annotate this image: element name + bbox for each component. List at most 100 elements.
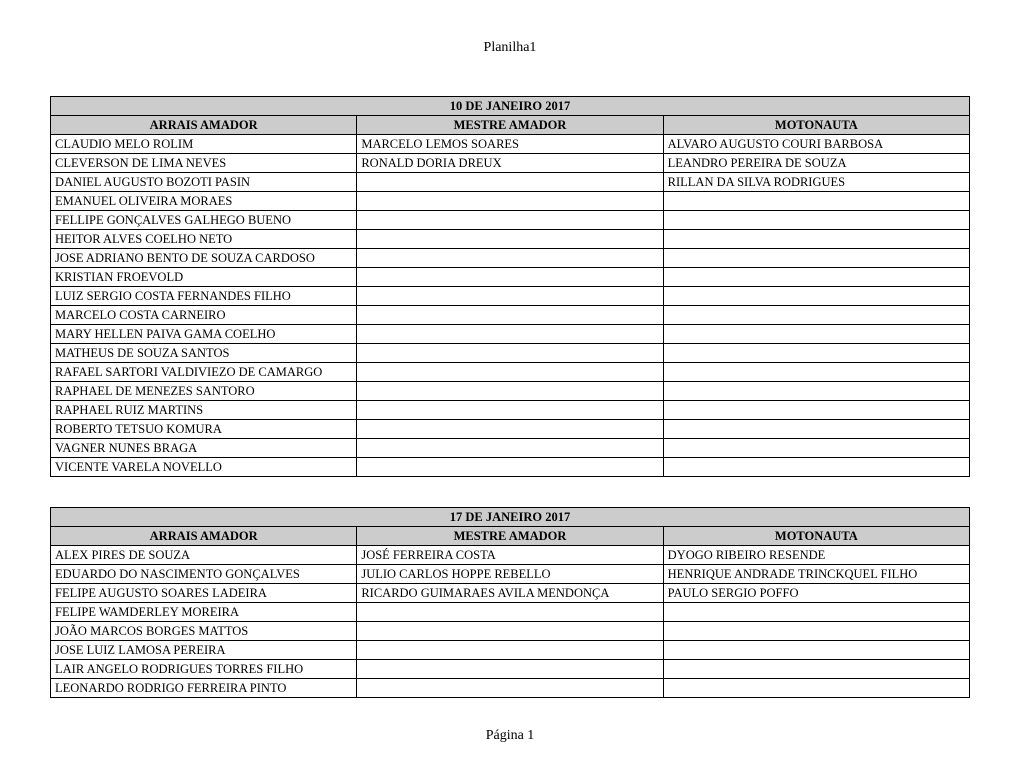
table-cell — [357, 439, 663, 458]
table-row: MARY HELLEN PAIVA GAMA COELHO — [51, 325, 970, 344]
table-row: EDUARDO DO NASCIMENTO GONÇALVESJULIO CAR… — [51, 565, 970, 584]
table-cell: RAPHAEL RUIZ MARTINS — [51, 401, 357, 420]
table-cell — [663, 192, 969, 211]
table-cell — [357, 287, 663, 306]
table-cell — [357, 420, 663, 439]
table-cell: MARCELO COSTA CARNEIRO — [51, 306, 357, 325]
table-row: DANIEL AUGUSTO BOZOTI PASINRILLAN DA SIL… — [51, 173, 970, 192]
table-cell — [663, 344, 969, 363]
table-cell — [663, 363, 969, 382]
table-row: JOSE LUIZ LAMOSA PEREIRA — [51, 641, 970, 660]
table-row: MATHEUS DE SOUZA SANTOS — [51, 344, 970, 363]
table-cell — [663, 230, 969, 249]
table-cell — [663, 603, 969, 622]
table-row: CLAUDIO MELO ROLIMMARCELO LEMOS SOARESAL… — [51, 135, 970, 154]
table-row: VICENTE VARELA NOVELLO — [51, 458, 970, 477]
table-cell: JULIO CARLOS HOPPE REBELLO — [357, 565, 663, 584]
table-cell: ALEX PIRES DE SOUZA — [51, 546, 357, 565]
table-cell — [357, 344, 663, 363]
column-header: MOTONAUTA — [663, 527, 969, 546]
table-cell: DYOGO RIBEIRO RESENDE — [663, 546, 969, 565]
table-date-header: 17 DE JANEIRO 2017 — [51, 508, 970, 527]
page-footer: Página 1 — [50, 728, 970, 744]
column-header: MESTRE AMADOR — [357, 116, 663, 135]
table-cell — [663, 679, 969, 698]
table-cell: PAULO SERGIO POFFO — [663, 584, 969, 603]
table-row: FELIPE AUGUSTO SOARES LADEIRARICARDO GUI… — [51, 584, 970, 603]
table-row: EMANUEL OLIVEIRA MORAES — [51, 192, 970, 211]
table-cell: EMANUEL OLIVEIRA MORAES — [51, 192, 357, 211]
table-cell — [663, 287, 969, 306]
table-cell: FELLIPE GONÇALVES GALHEGO BUENO — [51, 211, 357, 230]
table-cell — [663, 641, 969, 660]
table-cell: MATHEUS DE SOUZA SANTOS — [51, 344, 357, 363]
table-cell: CLEVERSON DE LIMA NEVES — [51, 154, 357, 173]
column-header: ARRAIS AMADOR — [51, 116, 357, 135]
table-cell: HEITOR ALVES COELHO NETO — [51, 230, 357, 249]
table-date-header: 10 DE JANEIRO 2017 — [51, 97, 970, 116]
table-row: ALEX PIRES DE SOUZAJOSÉ FERREIRA COSTADY… — [51, 546, 970, 565]
table-cell — [357, 641, 663, 660]
table-row: FELLIPE GONÇALVES GALHEGO BUENO — [51, 211, 970, 230]
table-cell: ALVARO AUGUSTO COURI BARBOSA — [663, 135, 969, 154]
table-row: ROBERTO TETSUO KOMURA — [51, 420, 970, 439]
column-header: MOTONAUTA — [663, 116, 969, 135]
table-row: MARCELO COSTA CARNEIRO — [51, 306, 970, 325]
table-row: LAIR ANGELO RODRIGUES TORRES FILHO — [51, 660, 970, 679]
table-cell: FELIPE AUGUSTO SOARES LADEIRA — [51, 584, 357, 603]
table-cell: LUIZ SERGIO COSTA FERNANDES FILHO — [51, 287, 357, 306]
table-cell — [663, 306, 969, 325]
column-header: ARRAIS AMADOR — [51, 527, 357, 546]
table-cell: LEANDRO PEREIRA DE SOUZA — [663, 154, 969, 173]
table-cell — [663, 420, 969, 439]
table-cell — [357, 192, 663, 211]
table-cell: LEONARDO RODRIGO FERREIRA PINTO — [51, 679, 357, 698]
table-cell — [663, 439, 969, 458]
table-cell — [357, 268, 663, 287]
table-row: RAFAEL SARTORI VALDIVIEZO DE CAMARGO — [51, 363, 970, 382]
table-cell: VICENTE VARELA NOVELLO — [51, 458, 357, 477]
data-table: 10 DE JANEIRO 2017ARRAIS AMADORMESTRE AM… — [50, 96, 970, 477]
table-row: RAPHAEL RUIZ MARTINS — [51, 401, 970, 420]
table-row: RAPHAEL DE MENEZES SANTORO — [51, 382, 970, 401]
table-cell — [357, 306, 663, 325]
table-cell — [663, 382, 969, 401]
table-cell: RONALD DORIA DREUX — [357, 154, 663, 173]
table-cell: ROBERTO TETSUO KOMURA — [51, 420, 357, 439]
table-cell — [663, 401, 969, 420]
table-row: CLEVERSON DE LIMA NEVESRONALD DORIA DREU… — [51, 154, 970, 173]
table-cell: HENRIQUE ANDRADE TRINCKQUEL FILHO — [663, 565, 969, 584]
table-cell: EDUARDO DO NASCIMENTO GONÇALVES — [51, 565, 357, 584]
table-row: HEITOR ALVES COELHO NETO — [51, 230, 970, 249]
table-cell: JOÃO MARCOS BORGES MATTOS — [51, 622, 357, 641]
table-cell: VAGNER NUNES BRAGA — [51, 439, 357, 458]
table-cell: RAFAEL SARTORI VALDIVIEZO DE CAMARGO — [51, 363, 357, 382]
table-cell — [357, 401, 663, 420]
table-cell — [357, 382, 663, 401]
table-cell — [357, 325, 663, 344]
table-cell: MARY HELLEN PAIVA GAMA COELHO — [51, 325, 357, 344]
table-cell: KRISTIAN FROEVOLD — [51, 268, 357, 287]
table-cell — [663, 325, 969, 344]
table-cell — [357, 230, 663, 249]
table-cell — [663, 660, 969, 679]
table-cell — [357, 363, 663, 382]
table-cell: MARCELO LEMOS SOARES — [357, 135, 663, 154]
table-cell — [357, 679, 663, 698]
table-row: VAGNER NUNES BRAGA — [51, 439, 970, 458]
table-cell: RICARDO GUIMARAES AVILA MENDONÇA — [357, 584, 663, 603]
table-cell — [663, 622, 969, 641]
table-row: LEONARDO RODRIGO FERREIRA PINTO — [51, 679, 970, 698]
table-cell: JOSE LUIZ LAMOSA PEREIRA — [51, 641, 357, 660]
table-cell: JOSÉ FERREIRA COSTA — [357, 546, 663, 565]
table-row: FELIPE WAMDERLEY MOREIRA — [51, 603, 970, 622]
table-cell — [357, 603, 663, 622]
table-cell — [663, 249, 969, 268]
table-cell — [357, 173, 663, 192]
table-cell — [357, 458, 663, 477]
table-cell — [357, 622, 663, 641]
table-row: KRISTIAN FROEVOLD — [51, 268, 970, 287]
table-cell: DANIEL AUGUSTO BOZOTI PASIN — [51, 173, 357, 192]
page-title: Planilha1 — [50, 40, 970, 56]
table-cell: JOSE ADRIANO BENTO DE SOUZA CARDOSO — [51, 249, 357, 268]
